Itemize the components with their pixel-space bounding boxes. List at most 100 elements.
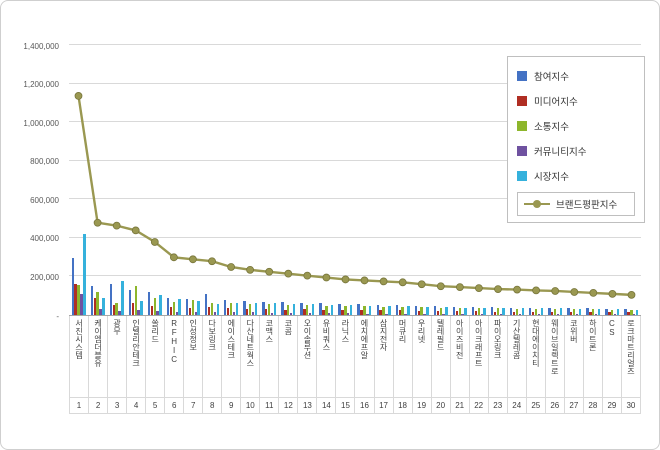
gridline bbox=[69, 44, 641, 45]
line-marker bbox=[474, 284, 483, 292]
bar-communication-index bbox=[115, 303, 118, 315]
bar-participation-index bbox=[300, 303, 303, 315]
bar-participation-index bbox=[147, 291, 151, 315]
rank-label: 3 bbox=[108, 398, 128, 413]
bar-media-index bbox=[398, 310, 401, 315]
bar-participation-index bbox=[452, 306, 456, 315]
bar-group bbox=[279, 46, 298, 315]
bar-group bbox=[241, 46, 260, 315]
bar-group bbox=[584, 46, 603, 315]
bar-community-index bbox=[442, 313, 445, 315]
x-axis-category-row: 서진시스템 케이엠더블유 광무 인텔리안테크 쏠리드 RFHIC 인성정보 다보링크 에이스테크… bbox=[69, 316, 641, 398]
bar-community-index bbox=[537, 313, 541, 315]
legend-label: 참여지수 bbox=[534, 71, 569, 83]
bar-communication-index bbox=[229, 303, 233, 315]
bar-communication-index bbox=[382, 306, 385, 315]
bar-market-index bbox=[216, 304, 219, 315]
bar-communication-index bbox=[325, 305, 328, 315]
category-label: 삼지전자 bbox=[375, 316, 394, 397]
bar-media-index bbox=[112, 305, 115, 315]
line-marker bbox=[608, 289, 617, 298]
line-marker bbox=[227, 263, 236, 271]
bar-media-index bbox=[474, 311, 478, 315]
legend-swatch bbox=[517, 95, 527, 106]
rank-label: 18 bbox=[394, 398, 413, 413]
line-marker bbox=[379, 277, 388, 286]
bar-group bbox=[260, 46, 279, 315]
line-marker bbox=[265, 267, 274, 276]
gridline bbox=[69, 82, 641, 84]
line-marker bbox=[208, 257, 216, 266]
bar-community-index bbox=[118, 311, 121, 315]
bar-participation-index bbox=[243, 300, 246, 315]
bar-participation-index bbox=[71, 258, 74, 315]
category-label: 코맥스 bbox=[260, 316, 280, 397]
rank-label: 5 bbox=[146, 398, 166, 413]
bar-participation-index bbox=[395, 305, 398, 315]
bar-communication-index bbox=[248, 304, 252, 315]
line-marker bbox=[589, 288, 598, 297]
bar-group bbox=[164, 46, 183, 315]
bar-series-area bbox=[69, 46, 641, 315]
bar-market-index bbox=[369, 305, 372, 315]
rank-label: 19 bbox=[413, 398, 432, 413]
bar-community-index bbox=[499, 313, 502, 315]
bar-group bbox=[565, 46, 584, 315]
gridline bbox=[69, 236, 641, 238]
rank-label: 30 bbox=[622, 398, 641, 413]
plot-area bbox=[69, 44, 641, 316]
bar-participation-index bbox=[281, 301, 284, 315]
line-marker bbox=[455, 283, 464, 291]
line-marker bbox=[131, 226, 140, 235]
bar-market-index bbox=[159, 294, 162, 315]
category-label: 기산텔레콤 bbox=[508, 316, 527, 397]
legend-item-market-index: 시장지수 bbox=[517, 163, 635, 188]
bar-communication-index bbox=[77, 285, 80, 315]
bar-community-index bbox=[137, 310, 140, 315]
y-axis-tick-label: 600,000 bbox=[30, 195, 59, 205]
rank-label: 6 bbox=[165, 398, 185, 413]
line-marker bbox=[398, 278, 407, 287]
category-label: 아이크래프트 bbox=[470, 316, 489, 397]
bar-media-index bbox=[531, 311, 535, 315]
bar-market-index bbox=[330, 305, 334, 315]
bar-market-index bbox=[616, 309, 620, 315]
category-label: 다보링크 bbox=[203, 316, 223, 397]
y-axis-tick-label: - bbox=[56, 311, 59, 321]
bar-market-index bbox=[83, 234, 86, 315]
bar-media-index bbox=[341, 310, 344, 315]
bar-media-index bbox=[188, 308, 192, 315]
bar-participation-index bbox=[433, 306, 437, 315]
bar-group bbox=[393, 46, 412, 315]
bar-market-index bbox=[464, 307, 467, 315]
bar-media-index bbox=[512, 311, 516, 315]
line-marker bbox=[627, 290, 636, 299]
bar-communication-index bbox=[534, 308, 538, 315]
bar-community-index bbox=[633, 314, 636, 315]
category-label: CS bbox=[603, 316, 622, 397]
line-marker bbox=[341, 275, 350, 284]
line-marker bbox=[284, 269, 293, 278]
rank-label: 29 bbox=[603, 398, 622, 413]
bar-group bbox=[450, 46, 469, 315]
category-label: 우리넷 bbox=[413, 316, 432, 397]
legend-label: 브랜드평판지수 bbox=[556, 200, 618, 211]
bar-market-index bbox=[140, 300, 143, 315]
rank-label: 7 bbox=[184, 398, 204, 413]
rank-label: 8 bbox=[203, 398, 223, 413]
legend-swatch bbox=[517, 170, 527, 181]
bar-market-index bbox=[254, 303, 258, 315]
rank-label: 4 bbox=[127, 398, 147, 413]
bar-communication-index bbox=[515, 308, 519, 315]
gridline bbox=[69, 159, 641, 161]
bar-community-index bbox=[213, 312, 217, 315]
bar-media-index bbox=[150, 306, 154, 315]
line-marker bbox=[112, 221, 121, 230]
rank-label: 24 bbox=[508, 398, 527, 413]
bar-participation-index bbox=[357, 304, 360, 315]
bar-communication-index bbox=[287, 305, 290, 315]
y-axis-tick-label: 800,000 bbox=[30, 157, 59, 167]
bar-group bbox=[317, 46, 336, 315]
rank-label: 26 bbox=[546, 398, 565, 413]
